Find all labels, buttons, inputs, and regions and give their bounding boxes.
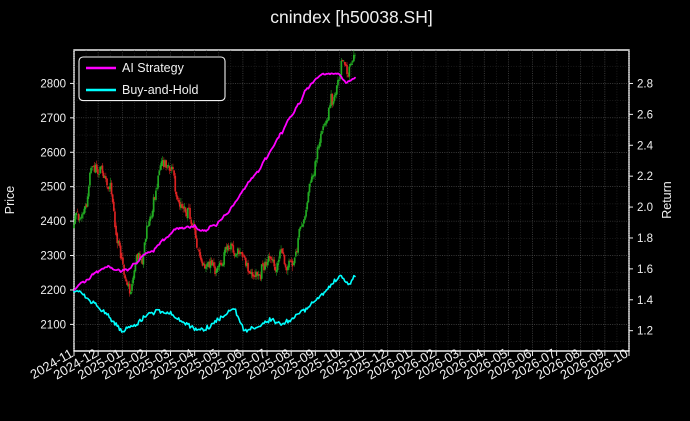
svg-text:AI Strategy: AI Strategy xyxy=(122,61,185,75)
svg-text:Buy-and-Hold: Buy-and-Hold xyxy=(122,83,198,97)
svg-text:2.6: 2.6 xyxy=(637,109,653,121)
svg-text:2800: 2800 xyxy=(40,78,66,90)
svg-text:2500: 2500 xyxy=(40,182,66,194)
svg-text:2.4: 2.4 xyxy=(637,140,654,152)
svg-text:2400: 2400 xyxy=(40,216,66,228)
svg-text:Return: Return xyxy=(660,181,674,219)
svg-text:2200: 2200 xyxy=(40,285,66,297)
svg-text:1.2: 1.2 xyxy=(637,326,653,338)
svg-text:Price: Price xyxy=(3,186,17,215)
svg-text:1.4: 1.4 xyxy=(637,295,654,307)
svg-text:2300: 2300 xyxy=(40,251,66,263)
svg-text:1.6: 1.6 xyxy=(637,264,653,276)
svg-text:2100: 2100 xyxy=(40,319,66,331)
svg-text:2.0: 2.0 xyxy=(637,202,653,214)
svg-text:1.8: 1.8 xyxy=(637,233,653,245)
svg-text:cnindex [h50038.SH]: cnindex [h50038.SH] xyxy=(270,7,432,27)
svg-text:2600: 2600 xyxy=(40,147,66,159)
svg-text:2700: 2700 xyxy=(40,113,66,125)
svg-text:2.2: 2.2 xyxy=(637,171,653,183)
svg-text:2.8: 2.8 xyxy=(637,78,653,90)
